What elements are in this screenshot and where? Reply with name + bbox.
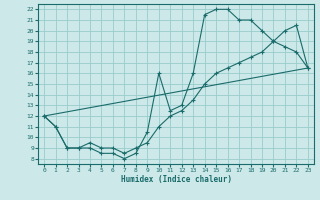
X-axis label: Humidex (Indice chaleur): Humidex (Indice chaleur) xyxy=(121,175,231,184)
